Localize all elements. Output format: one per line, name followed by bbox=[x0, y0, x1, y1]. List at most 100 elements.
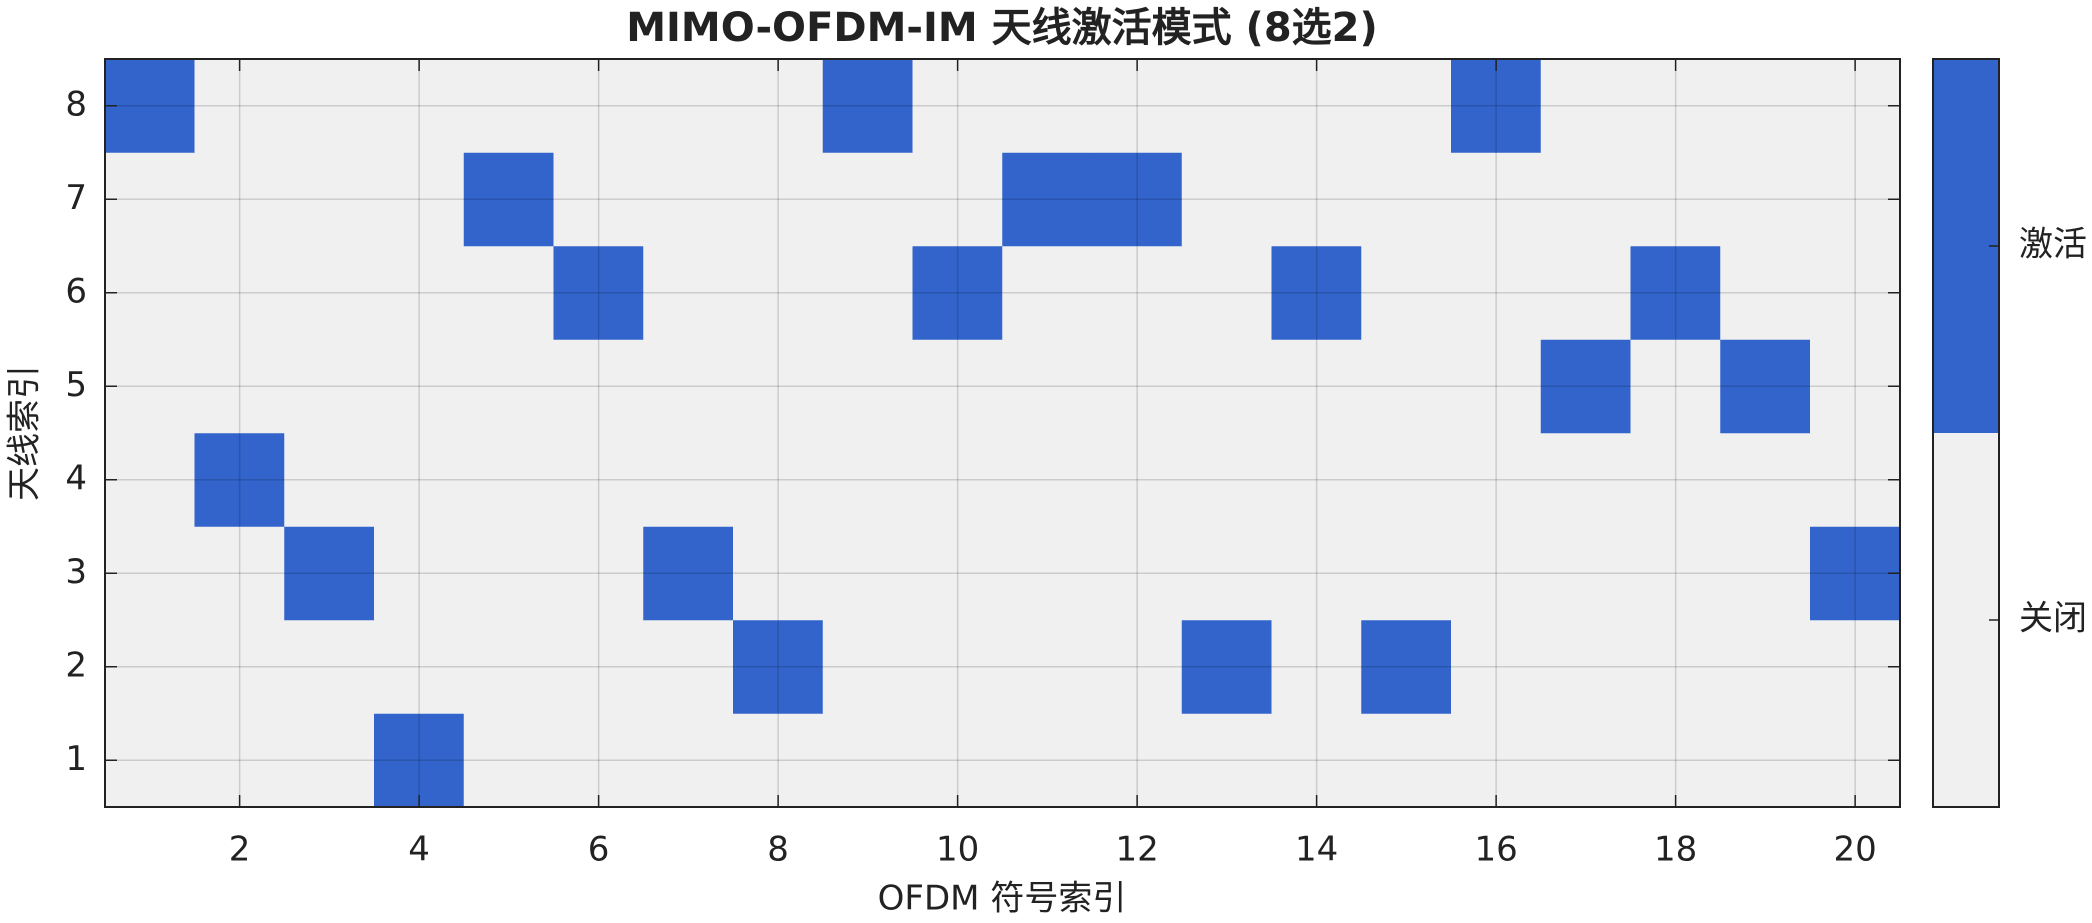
heatmap-cell bbox=[1092, 245, 1183, 340]
heatmap-cell bbox=[822, 245, 913, 340]
plot-frame bbox=[104, 58, 1901, 808]
heatmap-cell bbox=[1361, 58, 1452, 153]
heatmap-cell bbox=[1451, 713, 1542, 808]
heatmap-cell bbox=[1720, 245, 1811, 340]
heatmap-cell bbox=[553, 58, 644, 153]
heatmap-cell bbox=[1810, 619, 1901, 714]
heatmap-cell bbox=[463, 339, 554, 434]
heatmap-cell bbox=[1720, 526, 1811, 621]
heatmap-cell bbox=[643, 245, 734, 340]
x-tick-label: 20 bbox=[1833, 830, 1876, 870]
heatmap-cell bbox=[463, 152, 554, 247]
y-tick-label: 1 bbox=[65, 739, 87, 779]
heatmap-cell bbox=[912, 432, 1003, 527]
heatmap-cell bbox=[912, 713, 1003, 808]
heatmap-cell bbox=[822, 526, 913, 621]
colorbar-tick-label: 激活 bbox=[2019, 225, 2087, 265]
heatmap-cell bbox=[374, 152, 465, 247]
heatmap-cell bbox=[104, 339, 195, 434]
heatmap-cell bbox=[1361, 432, 1452, 527]
heatmap-cell bbox=[374, 526, 465, 621]
heatmap-cell bbox=[1540, 619, 1631, 714]
heatmap-cell bbox=[822, 339, 913, 434]
heatmap-cell bbox=[1630, 526, 1721, 621]
heatmap-cell bbox=[194, 58, 285, 153]
heatmap-cell bbox=[1540, 432, 1631, 527]
y-tick-label: 8 bbox=[65, 84, 87, 124]
heatmap-cell bbox=[733, 526, 824, 621]
heatmap-cell bbox=[553, 526, 644, 621]
heatmap-cell bbox=[733, 58, 824, 153]
heatmap-cell bbox=[1540, 58, 1631, 153]
heatmap-cell bbox=[1451, 526, 1542, 621]
x-tick-label: 16 bbox=[1474, 830, 1517, 870]
heatmap-cell bbox=[463, 245, 554, 340]
heatmap-cell bbox=[1451, 432, 1542, 527]
heatmap-cell bbox=[463, 526, 554, 621]
heatmap-cell bbox=[1181, 432, 1272, 527]
y-tick-label: 5 bbox=[65, 365, 87, 405]
heatmap-cell bbox=[194, 526, 285, 621]
heatmap-cell bbox=[733, 152, 824, 247]
heatmap-cell bbox=[553, 152, 644, 247]
heatmap-cell bbox=[374, 432, 465, 527]
x-tick-label: 12 bbox=[1115, 830, 1158, 870]
y-axis-label: 天线索引 bbox=[5, 365, 45, 501]
heatmap-cell bbox=[1002, 245, 1093, 340]
heatmap-cell bbox=[733, 619, 824, 714]
heatmap-cell bbox=[374, 339, 465, 434]
x-tick-label: 4 bbox=[408, 830, 430, 870]
heatmap-cell bbox=[463, 619, 554, 714]
heatmap-cell bbox=[643, 58, 734, 153]
heatmap-cell bbox=[1720, 619, 1811, 714]
heatmap-cell bbox=[1181, 713, 1272, 808]
heatmap-cell bbox=[1451, 245, 1542, 340]
heatmap-cell bbox=[1271, 432, 1362, 527]
heatmap-cell bbox=[284, 58, 375, 153]
heatmap-cell bbox=[912, 58, 1003, 153]
heatmap-cell bbox=[1451, 339, 1542, 434]
heatmap-cell bbox=[284, 152, 375, 247]
heatmap-cell bbox=[733, 245, 824, 340]
heatmap-cell bbox=[1810, 58, 1901, 153]
heatmap-cell bbox=[1271, 339, 1362, 434]
heatmap-cell bbox=[1630, 339, 1721, 434]
heatmap-cell bbox=[1630, 245, 1721, 340]
heatmap-cell bbox=[374, 245, 465, 340]
heatmap-cell bbox=[1810, 713, 1901, 808]
heatmap-cell bbox=[733, 339, 824, 434]
heatmap-cell bbox=[194, 245, 285, 340]
heatmap-cell bbox=[822, 432, 913, 527]
heatmap-cell bbox=[1361, 526, 1452, 621]
heatmap-cell bbox=[1002, 619, 1093, 714]
heatmap-cell bbox=[733, 432, 824, 527]
heatmap-cell bbox=[1720, 58, 1811, 153]
heatmap-cell bbox=[374, 713, 465, 808]
heatmap-cell bbox=[1540, 713, 1631, 808]
heatmap-cell bbox=[1002, 339, 1093, 434]
heatmap-cell bbox=[1181, 245, 1272, 340]
heatmap-cell bbox=[1630, 713, 1721, 808]
heatmap-cell bbox=[1540, 526, 1631, 621]
heatmap-cell bbox=[912, 339, 1003, 434]
x-tick-label: 8 bbox=[767, 830, 789, 870]
heatmap-cell bbox=[1361, 152, 1452, 247]
heatmap-cell bbox=[1092, 58, 1183, 153]
heatmap-cell bbox=[284, 432, 375, 527]
heatmap-cell bbox=[1002, 432, 1093, 527]
heatmap-cell bbox=[822, 619, 913, 714]
heatmap-cell bbox=[104, 58, 195, 153]
heatmap-cell bbox=[104, 432, 195, 527]
heatmap-cell bbox=[553, 619, 644, 714]
heatmap-cell bbox=[1540, 245, 1631, 340]
heatmap-cell bbox=[1361, 339, 1452, 434]
heatmap-cell bbox=[553, 713, 644, 808]
y-tick-label: 2 bbox=[65, 645, 87, 685]
heatmap-cell bbox=[374, 58, 465, 153]
heatmap-cell bbox=[1720, 152, 1811, 247]
heatmap-cell bbox=[1540, 339, 1631, 434]
heatmap-cell bbox=[463, 713, 554, 808]
x-tick-label: 2 bbox=[229, 830, 251, 870]
heatmap-cell bbox=[1451, 58, 1542, 153]
